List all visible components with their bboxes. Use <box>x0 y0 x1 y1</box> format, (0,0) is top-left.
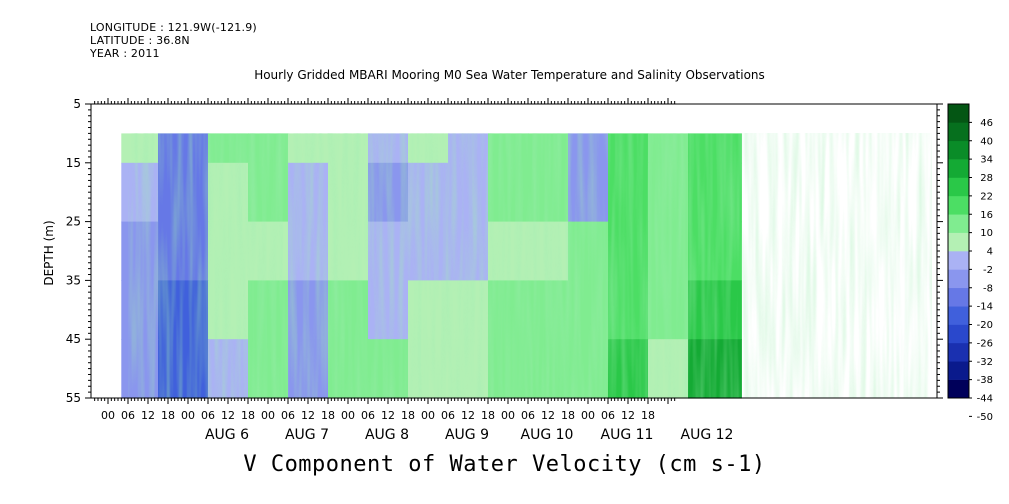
colorbar-band <box>948 214 969 233</box>
plot-axes: 5 15 25 35 45 55 00 06 12 18 00 06 12 18 00 06 12 18 00 06 1… <box>66 97 943 443</box>
longitude-label: LONGITUDE : 121.9W(-121.9) <box>90 21 257 34</box>
colorbar-band <box>948 122 969 142</box>
colorbar-band <box>948 306 969 325</box>
colorbar-label: 4 <box>987 247 993 258</box>
x-hour-tick-label: 18 <box>161 409 175 422</box>
chart-title-text: Hourly Gridded MBARI Mooring M0 Sea Wate… <box>254 68 765 82</box>
year-label: YEAR : 2011 <box>90 47 160 60</box>
x-hour-tick-label: 18 <box>561 409 575 422</box>
colorbar-band <box>948 177 969 197</box>
x-hour-tick-label: 12 <box>381 409 395 422</box>
x-hour-tick-label: 06 <box>121 409 135 422</box>
x-hour-tick-label: 00 <box>501 409 515 422</box>
x-day-label: AUG 9 <box>445 427 489 443</box>
x-day-label: AUG 7 <box>285 427 329 443</box>
x-hour-tick-label: 06 <box>521 409 535 422</box>
colorbar-label: 46 <box>980 118 993 129</box>
heatmap-texture <box>128 133 932 398</box>
colorbar-label: -8 <box>983 283 993 294</box>
x-hour-tick-label: 12 <box>301 409 315 422</box>
x-day-label: AUG 8 <box>365 427 409 443</box>
x-hour-tick-label: 00 <box>181 409 195 422</box>
x-axis-title: V Component of Water Velocity (cm s-1) <box>243 452 766 477</box>
colorbar-band <box>948 287 969 307</box>
colorbar-label: 16 <box>980 210 993 221</box>
x-hour-tick-label: 06 <box>601 409 615 422</box>
colorbar-band <box>948 269 969 289</box>
colorbar-band <box>948 342 969 362</box>
x-hour-tick-label: 18 <box>321 409 335 422</box>
colorbar-band <box>948 159 969 178</box>
x-hour-tick-label: 00 <box>421 409 435 422</box>
colorbar-label: -50 <box>977 412 993 423</box>
colorbar-label: -44 <box>977 394 993 405</box>
x-day-label: AUG 10 <box>521 427 574 443</box>
colorbar-label: 10 <box>980 228 993 239</box>
chart-title: Hourly Gridded MBARI Mooring M0 Sea Wate… <box>0 68 1009 82</box>
x-hour-tick-label: 00 <box>261 409 275 422</box>
colorbar-band <box>948 104 969 123</box>
colorbar-band <box>948 324 969 344</box>
x-hour-tick-label: 06 <box>441 409 455 422</box>
colorbar-band <box>948 140 969 160</box>
x-hour-tick-label: 06 <box>281 409 295 422</box>
x-hour-tick-label: 12 <box>621 409 635 422</box>
x-hour-tick-label: 12 <box>221 409 235 422</box>
colorbar-label: -38 <box>977 375 993 386</box>
x-hour-tick-label: 18 <box>481 409 495 422</box>
y-tick-label: 45 <box>66 332 81 346</box>
colorbar-label: -20 <box>977 320 993 331</box>
y-tick-label: 55 <box>66 391 81 405</box>
colorbar-band <box>948 379 969 399</box>
colorbar-band <box>948 232 969 252</box>
x-hour-tick-label: 12 <box>461 409 475 422</box>
x-hour-tick-label: 18 <box>641 409 655 422</box>
colorbar-label: 28 <box>980 173 993 184</box>
colorbar-band <box>948 195 969 215</box>
colorbar: 46 40 34 28 22 16 10 4 -2 -8 -14 -20 -26 -32 -38 -44 -50 <box>947 103 993 423</box>
colorbar-label: -32 <box>977 357 993 368</box>
colorbar-label: -26 <box>977 338 993 349</box>
colorbar-label: 22 <box>980 191 993 202</box>
colorbar-label: -2 <box>983 265 993 276</box>
x-hour-tick-label: 00 <box>341 409 355 422</box>
x-hour-tick-label: 06 <box>361 409 375 422</box>
colorbar-band <box>948 361 969 380</box>
latitude-label: LATITUDE : 36.8N <box>90 34 190 47</box>
colorbar-label: 34 <box>980 155 993 166</box>
x-hour-tick-label: 00 <box>101 409 115 422</box>
colorbar-label: 40 <box>980 136 993 147</box>
y-tick-label: 35 <box>66 273 81 287</box>
colorbar-label: -14 <box>977 302 993 313</box>
x-hour-tick-label: 00 <box>581 409 595 422</box>
x-hour-tick-label: 12 <box>141 409 155 422</box>
y-tick-label: 25 <box>66 215 81 229</box>
x-hour-tick-label: 18 <box>401 409 415 422</box>
x-hour-tick-label: 12 <box>541 409 555 422</box>
x-hour-tick-label: 06 <box>201 409 215 422</box>
x-hour-tick-label: 18 <box>241 409 255 422</box>
colorbar-band <box>948 251 969 270</box>
y-tick-label: 5 <box>73 97 81 111</box>
x-day-label: AUG 11 <box>601 427 654 443</box>
x-day-label: AUG 6 <box>205 427 249 443</box>
x-day-label: AUG 12 <box>681 427 734 443</box>
y-tick-label: 15 <box>66 156 81 170</box>
